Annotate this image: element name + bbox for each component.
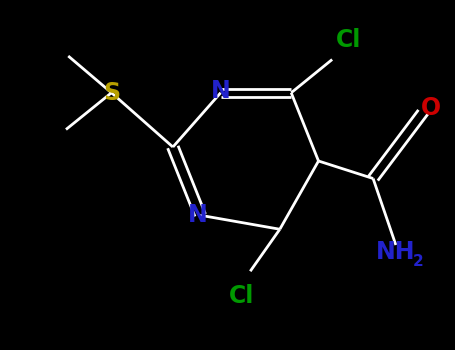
Text: Cl: Cl <box>335 28 361 52</box>
Text: N: N <box>211 79 231 103</box>
Text: N: N <box>188 203 208 227</box>
Text: Cl: Cl <box>228 284 254 308</box>
Text: S: S <box>103 81 120 105</box>
Text: 2: 2 <box>412 254 423 269</box>
Text: O: O <box>421 97 441 120</box>
Text: NH: NH <box>376 240 415 264</box>
